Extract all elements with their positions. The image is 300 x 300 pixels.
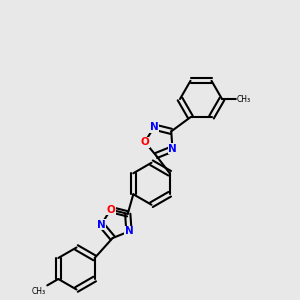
Text: O: O <box>106 205 115 214</box>
Text: O: O <box>140 137 149 147</box>
Text: N: N <box>97 220 106 230</box>
Text: N: N <box>150 122 158 132</box>
Text: CH₃: CH₃ <box>237 94 251 103</box>
Text: N: N <box>124 226 133 236</box>
Text: N: N <box>168 144 177 154</box>
Text: CH₃: CH₃ <box>32 287 46 296</box>
